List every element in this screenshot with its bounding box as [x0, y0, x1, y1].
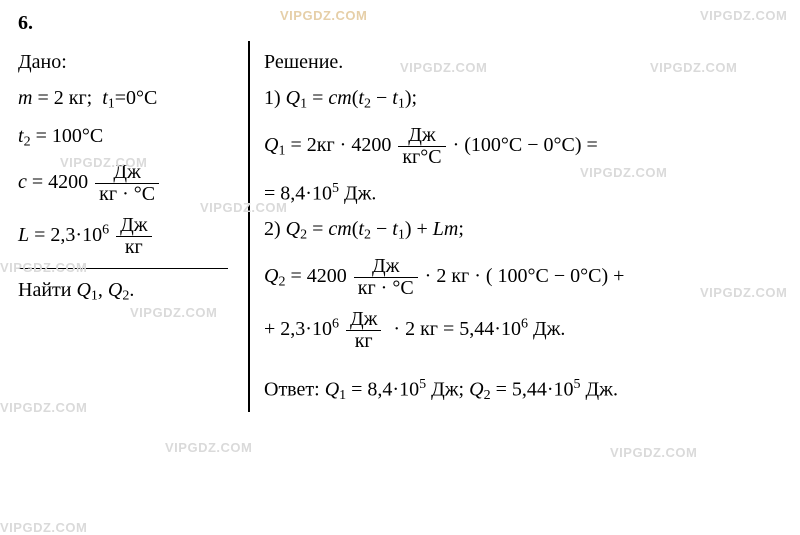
solution-step2-subst2: + 2,3·106 Дж кг · 2 кг = 5,44·106 Дж.	[264, 309, 782, 352]
solution-step2-subst1: Q2 = 4200 Дж кг · °C · 2 кг · ( 100°C − …	[264, 256, 782, 299]
watermark-text: VIPGDZ.COM	[610, 445, 697, 460]
solution-column: Решение. 1) Q1 = cm(t2 − t1); Q1 = 2кг ·…	[256, 41, 782, 412]
find-line: Найти Q1, Q2.	[18, 275, 238, 307]
given-column: Дано: m = 2 кг; t1=0°C t2 = 100°C c = 42…	[18, 41, 248, 412]
given-heading: Дано:	[18, 47, 238, 77]
two-column-layout: Дано: m = 2 кг; t1=0°C t2 = 100°C c = 42…	[18, 41, 782, 412]
solution-step1-result: = 8,4·105 Дж.	[264, 178, 782, 209]
answer-line: Ответ: Q1 = 8,4·105 Дж; Q2 = 5,44·105 Дж…	[264, 374, 782, 406]
page: 6. Дано: m = 2 кг; t1=0°C t2 = 100°C c =…	[0, 0, 800, 531]
given-c: c = 4200 Дж кг · °C	[18, 162, 238, 205]
solution-step1-formula: 1) Q1 = cm(t2 − t1);	[264, 83, 782, 115]
given-L: L = 2,3·106 Дж кг	[18, 215, 238, 258]
solution-step1-subst: Q1 = 2кг · 4200 Дж кг°C · (100°C − 0°C) …	[264, 125, 782, 168]
solution-heading: Решение.	[264, 47, 782, 77]
solution-step2-formula: 2) Q2 = cm(t2 − t1) + Lm;	[264, 214, 782, 246]
vertical-divider	[248, 41, 250, 412]
watermark-text: VIPGDZ.COM	[0, 520, 87, 535]
find-divider	[18, 268, 228, 269]
given-t2: t2 = 100°C	[18, 121, 238, 153]
watermark-text: VIPGDZ.COM	[165, 440, 252, 455]
problem-number: 6.	[18, 12, 782, 35]
given-mass: m = 2 кг; t1=0°C	[18, 83, 238, 115]
